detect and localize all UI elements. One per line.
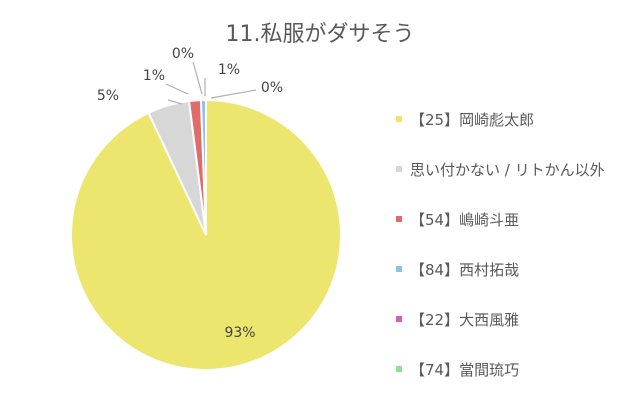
data-label-3: 1% xyxy=(143,68,165,84)
legend-swatch-4 xyxy=(396,266,402,272)
legend-swatch-5 xyxy=(396,316,402,322)
legend-swatch-6 xyxy=(396,366,402,372)
legend-swatch-1 xyxy=(396,116,402,122)
legend-label-1: 【25】岡崎彪太郎 xyxy=(410,110,535,129)
legend-item-2: 思い付かない / リトかん以外 xyxy=(396,144,605,194)
data-label-1: 93% xyxy=(224,325,255,341)
legend-label-6: 【74】當間琉巧 xyxy=(410,360,520,379)
leader-line-5 xyxy=(192,61,203,95)
legend-label-5: 【22】大西風雅 xyxy=(410,310,520,329)
data-label-2: 5% xyxy=(97,88,119,104)
legend-item-1: 【25】岡崎彪太郎 xyxy=(396,94,605,144)
legend-item-6: 【74】當間琉巧 xyxy=(396,344,605,394)
leader-line-6 xyxy=(210,89,257,99)
legend-item-4: 【84】西村拓哉 xyxy=(396,244,605,294)
data-label-5: 0% xyxy=(172,46,194,62)
legend-swatch-3 xyxy=(396,216,402,222)
legend-label-3: 【54】嶋崎斗亜 xyxy=(410,210,520,229)
data-label-6: 0% xyxy=(261,80,283,96)
legend-item-3: 【54】嶋崎斗亜 xyxy=(396,194,605,244)
legend-swatch-2 xyxy=(396,166,402,172)
legend-label-4: 【84】西村拓哉 xyxy=(410,260,520,279)
data-label-4: 1% xyxy=(218,62,240,78)
legend-item-5: 【22】大西風雅 xyxy=(396,294,605,344)
legend-label-2: 思い付かない / リトかん以外 xyxy=(410,160,605,179)
leader-line-2 xyxy=(167,99,183,105)
legend: 【25】岡崎彪太郎思い付かない / リトかん以外 【54】嶋崎斗亜 【84】西村拓哉… xyxy=(396,94,605,394)
chart-title: 11.私服がダサそう xyxy=(225,22,415,47)
pie-slice-4 xyxy=(199,98,207,236)
leader-line-3 xyxy=(165,83,189,95)
